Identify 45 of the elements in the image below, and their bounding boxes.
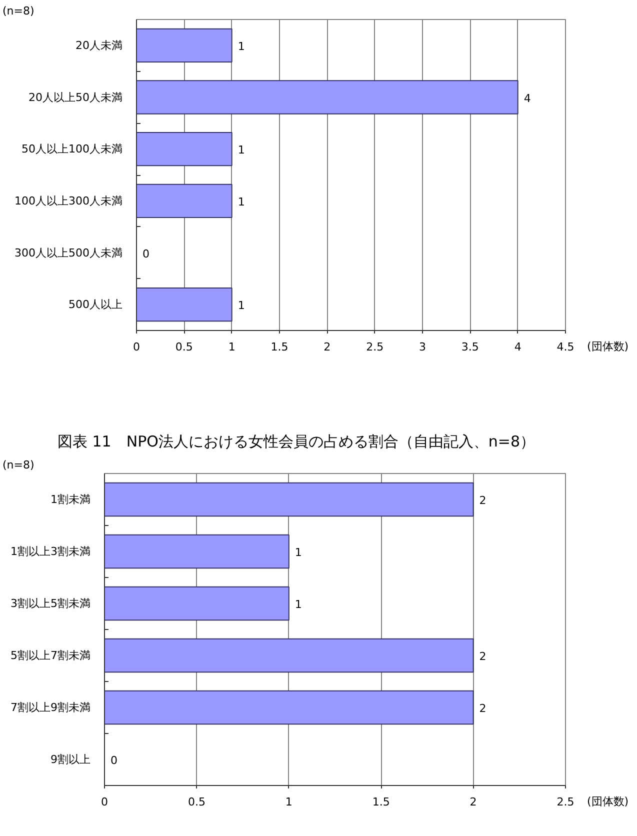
x-axis-title: (団体数) xyxy=(587,795,629,809)
x-tick-label: 4.5 xyxy=(556,340,574,354)
x-tick-label: 1.5 xyxy=(372,796,390,808)
data-label: 1 xyxy=(238,299,245,312)
x-tick-label: 3 xyxy=(419,340,426,354)
y-tick-label: 7割以上9割未満 xyxy=(10,701,91,714)
x-tick-label: 1 xyxy=(285,796,292,808)
data-label: 2 xyxy=(479,494,486,507)
x-tick-label: 1 xyxy=(228,340,236,354)
data-label: 1 xyxy=(294,546,302,559)
x-tick-label: 2.5 xyxy=(366,340,384,354)
y-tick-label: 1割以上3割未満 xyxy=(10,545,91,558)
y-tick-label: 500人以上 xyxy=(68,298,123,312)
x-tick-label: 0.5 xyxy=(175,340,193,354)
y-tick-label: 300人以上500人未満 xyxy=(14,246,123,260)
y-tick-label: 3割以上5割未満 xyxy=(10,597,91,610)
data-label: 4 xyxy=(524,92,531,105)
x-tick-label: 4 xyxy=(514,340,522,354)
y-tick-label: 9割以上 xyxy=(50,753,90,766)
y-tick-label: 5割以上7割未満 xyxy=(10,649,91,662)
chart-title: 図表 11 NPO法人における女性会員の占める割合（自由記入、n=8） xyxy=(58,432,536,450)
data-label: 0 xyxy=(110,754,118,767)
text: (n=8) xyxy=(2,4,34,18)
x-axis-title: (団体数) xyxy=(587,340,629,354)
y-tick-label: 50人以上100人未満 xyxy=(22,142,123,156)
data-label: 1 xyxy=(238,144,245,157)
x-tick-label: 2 xyxy=(324,340,331,354)
y-tick-label: 20人未満 xyxy=(76,38,123,52)
data-label: 1 xyxy=(294,598,302,611)
x-tick-label: 0 xyxy=(101,796,108,808)
data-label: 2 xyxy=(479,650,486,663)
x-tick-label: 1.5 xyxy=(270,340,288,354)
x-tick-label: 2 xyxy=(470,796,477,808)
x-tick-label: 2.5 xyxy=(556,796,574,808)
data-label: 1 xyxy=(238,195,245,208)
data-label: 1 xyxy=(238,40,245,53)
data-label: 0 xyxy=(142,247,150,260)
x-tick-label: 3.5 xyxy=(461,340,479,354)
x-tick-label: 0.5 xyxy=(188,796,206,808)
x-tick-label: 0 xyxy=(133,340,140,354)
y-tick-label: 1割未満 xyxy=(50,493,90,506)
y-tick-label: 20人以上50人未満 xyxy=(28,90,123,104)
y-tick-label: 100人以上300人未満 xyxy=(14,194,123,208)
data-label: 2 xyxy=(479,702,486,715)
text: (n=8) xyxy=(2,458,34,472)
